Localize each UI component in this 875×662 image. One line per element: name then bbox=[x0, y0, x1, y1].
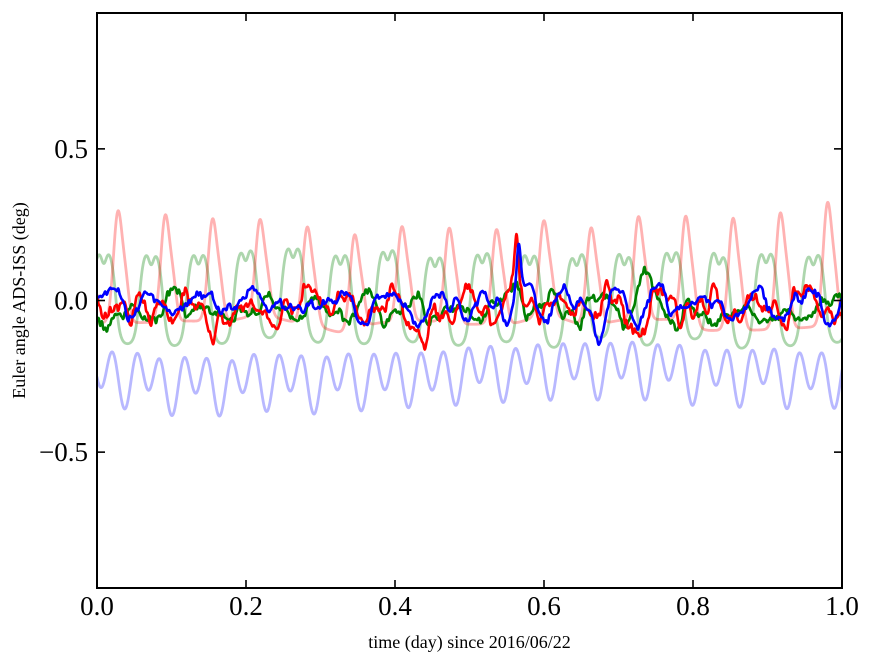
y-tick-label: −0.5 bbox=[39, 437, 88, 467]
pale-red-reference-angle bbox=[97, 200, 842, 334]
measured-blue-angle bbox=[97, 242, 842, 347]
x-tick-label: 1.0 bbox=[825, 591, 859, 621]
series-layer bbox=[97, 200, 842, 418]
x-tick-label: 0.8 bbox=[676, 591, 710, 621]
pale-blue-reference-angle bbox=[97, 340, 842, 418]
x-axis-label: time (day) since 2016/06/22 bbox=[368, 632, 570, 653]
x-tick-label: 0.2 bbox=[229, 591, 263, 621]
y-tick-label: 0.5 bbox=[54, 134, 88, 164]
x-tick-label: 0.6 bbox=[527, 591, 561, 621]
axis-tick-labels: 0.0 0.2 0.4 0.6 0.8 1.0 0.5 0.0 −0.5 bbox=[39, 134, 859, 621]
y-axis-label: Euler angle ADS-ISS (deg) bbox=[9, 202, 30, 398]
x-tick-label: 0.0 bbox=[80, 591, 114, 621]
pale-green-reference-angle bbox=[97, 247, 842, 350]
axes-frame bbox=[96, 12, 843, 589]
y-tick-label: 0.0 bbox=[54, 286, 88, 316]
x-tick-label: 0.4 bbox=[378, 591, 412, 621]
